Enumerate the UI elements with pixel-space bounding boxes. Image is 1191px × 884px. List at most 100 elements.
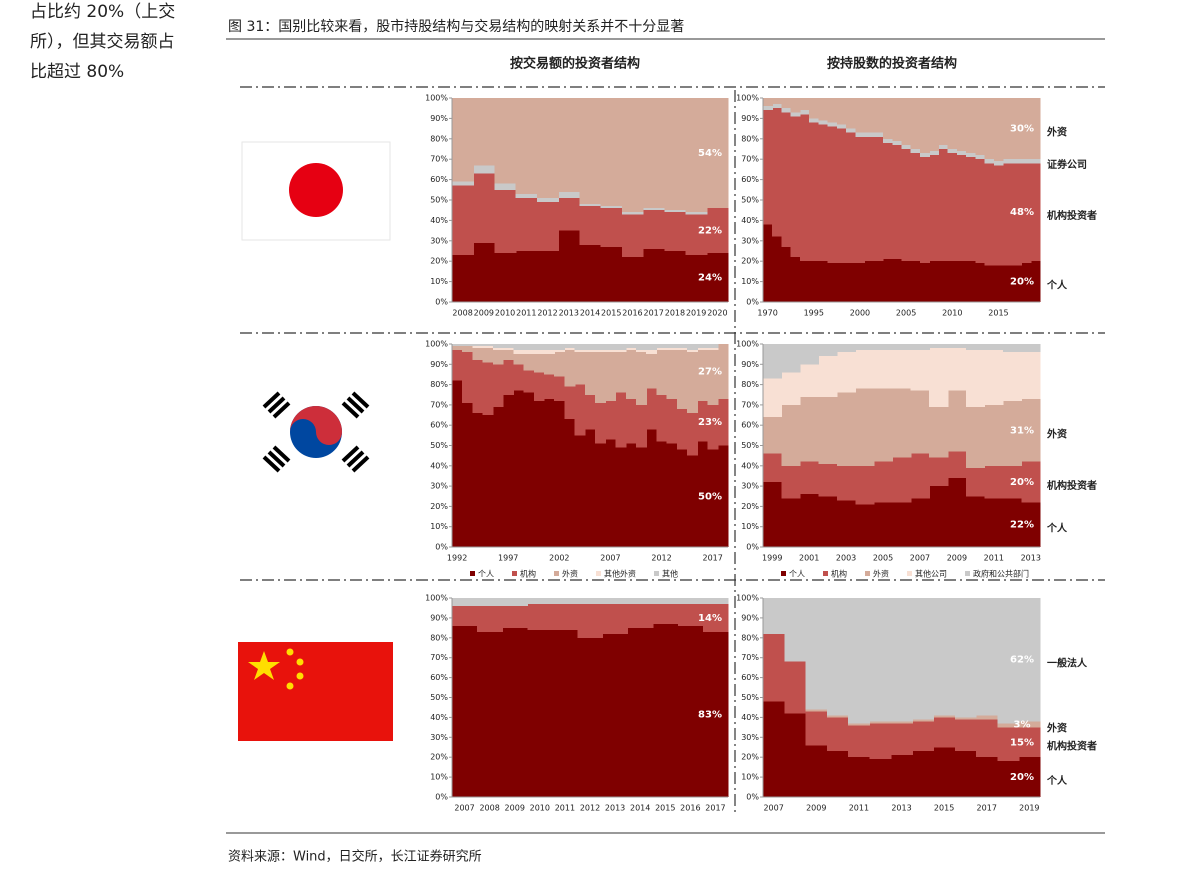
area-segment [676,408,688,450]
y-tick-label: 20% [430,753,448,762]
area-segment [818,463,838,497]
area-segment [664,98,687,211]
y-tick-label: 80% [430,134,448,143]
area-segment [687,350,698,353]
value-label: 14% [698,613,722,624]
area-segment [595,344,606,351]
area-segment [452,605,478,626]
area-segment [697,400,709,442]
area-segment [697,441,709,547]
value-label: 30% [1010,124,1034,135]
x-tick-label: 1997 [498,554,518,563]
area-segment [805,711,828,746]
area-segment [966,98,976,154]
area-segment [502,598,528,606]
area-segment [494,189,517,254]
area-segment [1003,163,1013,266]
area-segment [1021,461,1041,503]
area-segment [574,344,586,351]
area-segment [636,404,647,448]
area-segment [956,155,967,262]
area-segment [818,344,838,357]
x-tick-label: 2015 [601,309,621,318]
area-segment [890,723,913,756]
area-segment [656,394,668,442]
area-segment [636,447,647,547]
area-segment [910,153,921,262]
area-segment [452,625,478,797]
legend-label: 个人 [789,570,805,579]
area-segment [929,457,949,487]
area-segment [1003,98,1013,160]
area-segment [472,413,484,547]
area-segment [584,352,596,395]
series-annotation: 个人 [1046,774,1068,787]
y-tick-label: 50% [430,693,448,702]
area-segment [473,98,496,166]
area-segment [697,344,709,349]
y-tick-label: 50% [741,693,759,702]
area-segment [536,197,559,203]
area-segment [966,261,976,302]
area-segment [533,400,545,547]
area-segment [1003,344,1023,353]
y-tick-label: 30% [741,236,759,245]
series-annotation: 机构投资者 [1047,479,1097,492]
area-segment [558,230,580,302]
area-segment [564,386,576,420]
area-segment [600,246,623,302]
area-segment [515,251,538,302]
y-tick-label: 100% [425,594,448,603]
area-segment [605,439,617,547]
area-segment [687,344,698,351]
area-segment [621,212,644,215]
area-segment [947,348,967,391]
area-segment [1021,98,1032,160]
x-tick-label: 2010 [530,804,550,813]
area-segment [482,415,494,547]
area-segment [873,344,893,351]
area-segment [574,435,586,547]
area-segment [855,136,866,264]
area-segment [605,400,617,440]
area-segment [809,118,819,123]
value-label: 62% [1010,655,1034,666]
y-tick-label: 40% [430,713,448,722]
area-segment [615,350,627,353]
x-tick-label: 2000 [850,309,870,318]
area-segment [664,210,687,213]
area-segment [605,352,617,401]
area-segment [890,755,913,797]
area-segment [544,374,555,399]
separators [240,86,1105,812]
area-segment [452,598,478,606]
area-segment [855,263,866,302]
area-segment [855,504,875,547]
area-segment [656,348,668,351]
area-segment [997,761,1020,797]
area-segment [472,360,484,414]
y-tick-label: 100% [736,340,759,349]
area-segment [818,396,838,464]
area-segment [869,598,892,722]
sidebar-line: 占比约 20%（上交 [30,2,176,22]
area-segment [901,261,912,302]
area-segment [818,98,829,121]
area-segment [452,344,463,347]
area-segment [966,157,976,262]
area-segment [687,455,698,547]
area-segment [993,165,1004,266]
area-segment [473,165,496,174]
area-segment [929,344,949,349]
area-segment [554,400,566,547]
x-tick-label: 2009 [947,554,967,563]
area-segment [763,106,773,111]
legend-label: 其他公司 [915,569,947,579]
area-segment [552,603,579,630]
area-segment [910,261,921,302]
area-segment [966,406,986,468]
area-segment [873,261,884,302]
area-segment [799,344,819,365]
area-segment [646,350,658,355]
area-segment [818,496,838,547]
